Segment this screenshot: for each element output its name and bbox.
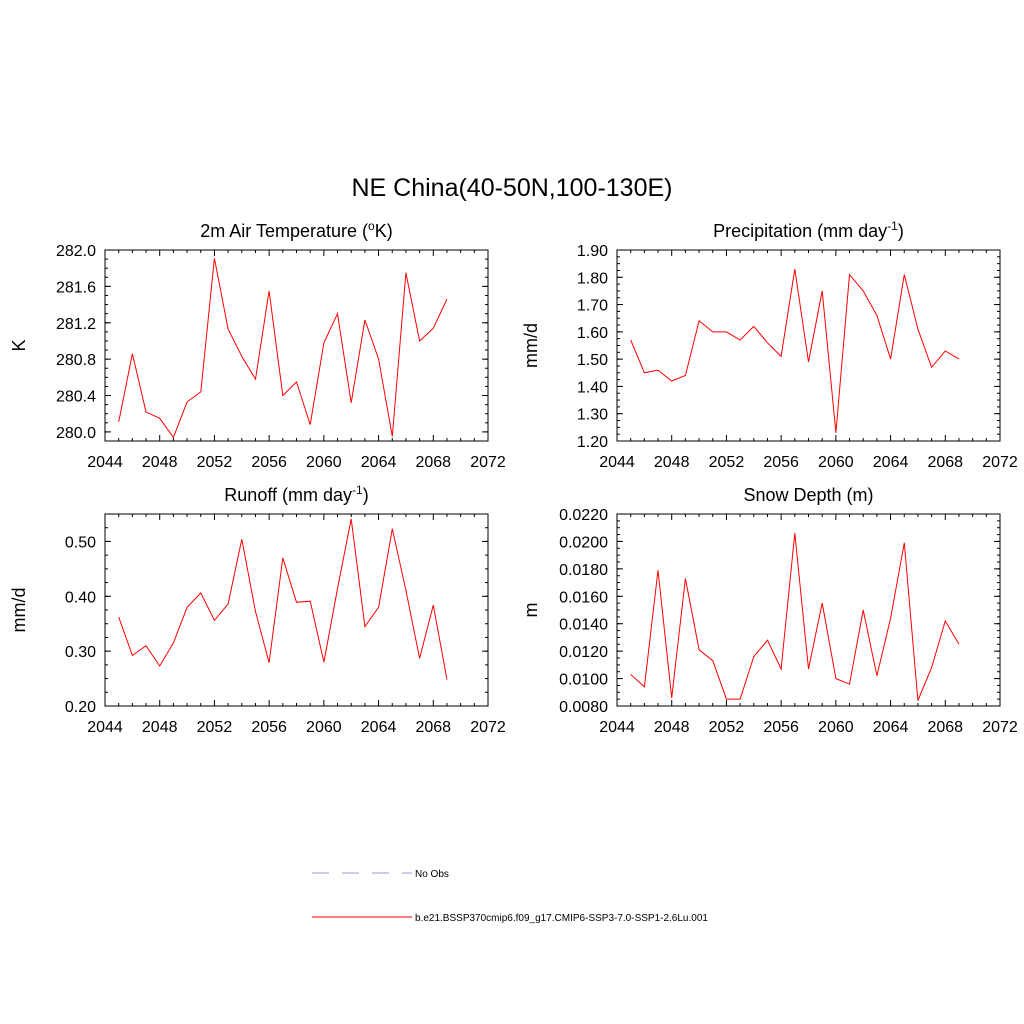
- panel-title-text: ): [363, 485, 369, 505]
- y-tick-label: 282.0: [56, 243, 96, 260]
- series-line: [118, 518, 448, 680]
- x-tick-label: 2052: [197, 454, 233, 471]
- panel-title-text: Precipitation (mm day: [713, 221, 887, 241]
- y-tick-label: 0.0100: [559, 672, 608, 689]
- x-tick-label: 2068: [415, 719, 451, 736]
- panel-title: Runoff (mm day-1): [224, 483, 368, 505]
- x-tick-label: 2056: [763, 454, 799, 471]
- chart-panel-4: Snow Depth (m) m 2044 2048 2052 2056 2060 2064 2…: [521, 485, 1018, 736]
- panel-title-superscript: -1: [887, 219, 898, 233]
- y-tick-label: 0.0200: [559, 534, 608, 551]
- y-tick-label: 1.50: [577, 352, 608, 369]
- y-tick-label: 1.40: [577, 379, 608, 396]
- legend: No Obs b.e21.BSSP370cmip6.f09_g17.CMIP6-S…: [312, 869, 708, 924]
- x-tick-label: 2048: [142, 719, 178, 736]
- x-tick-label: 2052: [197, 719, 233, 736]
- x-tick-label: 2060: [306, 719, 342, 736]
- y-tick-label: 1.20: [577, 434, 608, 451]
- panel-title-text: ): [898, 221, 904, 241]
- chart-panel-2: Precipitation (mm day-1) mm/d 2044 2048 2052…: [521, 219, 1018, 471]
- y-tick-label: 1.70: [577, 298, 608, 315]
- y-tick-label: 280.8: [56, 352, 96, 369]
- y-tick-label: 0.50: [65, 534, 96, 551]
- x-tick-label: 2072: [470, 719, 506, 736]
- y-tick-label: 0.0160: [559, 589, 608, 606]
- chart-panel-3: Runoff (mm day-1) mm/d 2044 2048 2052 2056 206…: [9, 483, 506, 736]
- x-tick-label: 2068: [415, 454, 451, 471]
- x-tick-label: 2052: [709, 454, 745, 471]
- y-tick-label: 0.40: [65, 589, 96, 606]
- y-tick-label: 1.30: [577, 407, 608, 424]
- x-tick-label: 2044: [87, 454, 123, 471]
- x-tick-label: 2056: [251, 719, 287, 736]
- panel-title: Precipitation (mm day-1): [713, 219, 904, 241]
- x-tick-label: 2048: [142, 454, 178, 471]
- x-tick-label: 2044: [599, 454, 635, 471]
- x-tick-label: 2056: [763, 719, 799, 736]
- y-tick-label: 1.80: [577, 270, 608, 287]
- plot-frame: [104, 513, 489, 707]
- y-tick-label: 0.0220: [559, 507, 608, 524]
- x-tick-label: 2052: [709, 719, 745, 736]
- x-tick-label: 2068: [927, 454, 963, 471]
- panel-title-text: 2m Air Temperature (: [200, 221, 368, 241]
- y-axis-label: mm/d: [521, 323, 541, 368]
- panel-title-superscript: -1: [352, 483, 363, 497]
- x-tick-label: 2064: [361, 719, 397, 736]
- panel-title-text: Snow Depth (m): [743, 485, 873, 505]
- panel-title-text: K): [375, 221, 393, 241]
- legend-label: No Obs: [415, 869, 449, 880]
- panel-title: 2m Air Temperature (oK): [200, 219, 392, 241]
- panel-title-text: Runoff (mm day: [224, 485, 352, 505]
- x-tick-label: 2060: [818, 719, 854, 736]
- plot-frame: [104, 249, 489, 442]
- x-tick-label: 2072: [982, 454, 1018, 471]
- y-axis-label: K: [9, 339, 29, 351]
- legend-label: b.e21.BSSP370cmip6.f09_g17.CMIP6-SSP3-7.…: [415, 913, 708, 924]
- x-tick-label: 2064: [873, 454, 909, 471]
- y-axis-label: mm/d: [9, 588, 29, 633]
- x-tick-label: 2056: [251, 454, 287, 471]
- x-tick-label: 2064: [873, 719, 909, 736]
- x-tick-label: 2048: [654, 719, 690, 736]
- y-axis-label: m: [521, 603, 541, 618]
- series-line: [118, 258, 448, 439]
- y-tick-label: 281.2: [56, 316, 96, 333]
- y-tick-label: 0.0140: [559, 617, 608, 634]
- y-tick-label: 0.30: [65, 644, 96, 661]
- panel-title: Snow Depth (m): [743, 485, 873, 505]
- y-tick-label: 280.0: [56, 425, 96, 442]
- series-line: [630, 269, 960, 433]
- figure-title: NE China(40-50N,100-130E): [351, 174, 672, 202]
- y-tick-label: 0.0180: [559, 562, 608, 579]
- x-tick-label: 2060: [818, 454, 854, 471]
- panel-title-superscript: o: [368, 219, 375, 233]
- y-tick-label: 0.0080: [559, 699, 608, 716]
- x-tick-label: 2044: [599, 719, 635, 736]
- x-tick-label: 2072: [982, 719, 1018, 736]
- x-tick-label: 2068: [927, 719, 963, 736]
- x-tick-label: 2064: [361, 454, 397, 471]
- y-tick-label: 1.90: [577, 243, 608, 260]
- chart-panel-1: 2m Air Temperature (oK) K 2044 2048 2052 2056…: [9, 219, 506, 471]
- series-line: [630, 533, 960, 701]
- y-tick-label: 1.60: [577, 325, 608, 342]
- x-tick-label: 2072: [470, 454, 506, 471]
- y-tick-label: 0.20: [65, 699, 96, 716]
- x-tick-label: 2044: [87, 719, 123, 736]
- y-tick-label: 0.0120: [559, 644, 608, 661]
- x-tick-label: 2060: [306, 454, 342, 471]
- y-tick-label: 280.4: [56, 389, 96, 406]
- x-tick-label: 2048: [654, 454, 690, 471]
- panels: 2m Air Temperature (oK) K 2044 2048 2052 2056…: [9, 219, 1018, 736]
- y-tick-label: 281.6: [56, 279, 96, 296]
- plot-frame: [616, 249, 1001, 442]
